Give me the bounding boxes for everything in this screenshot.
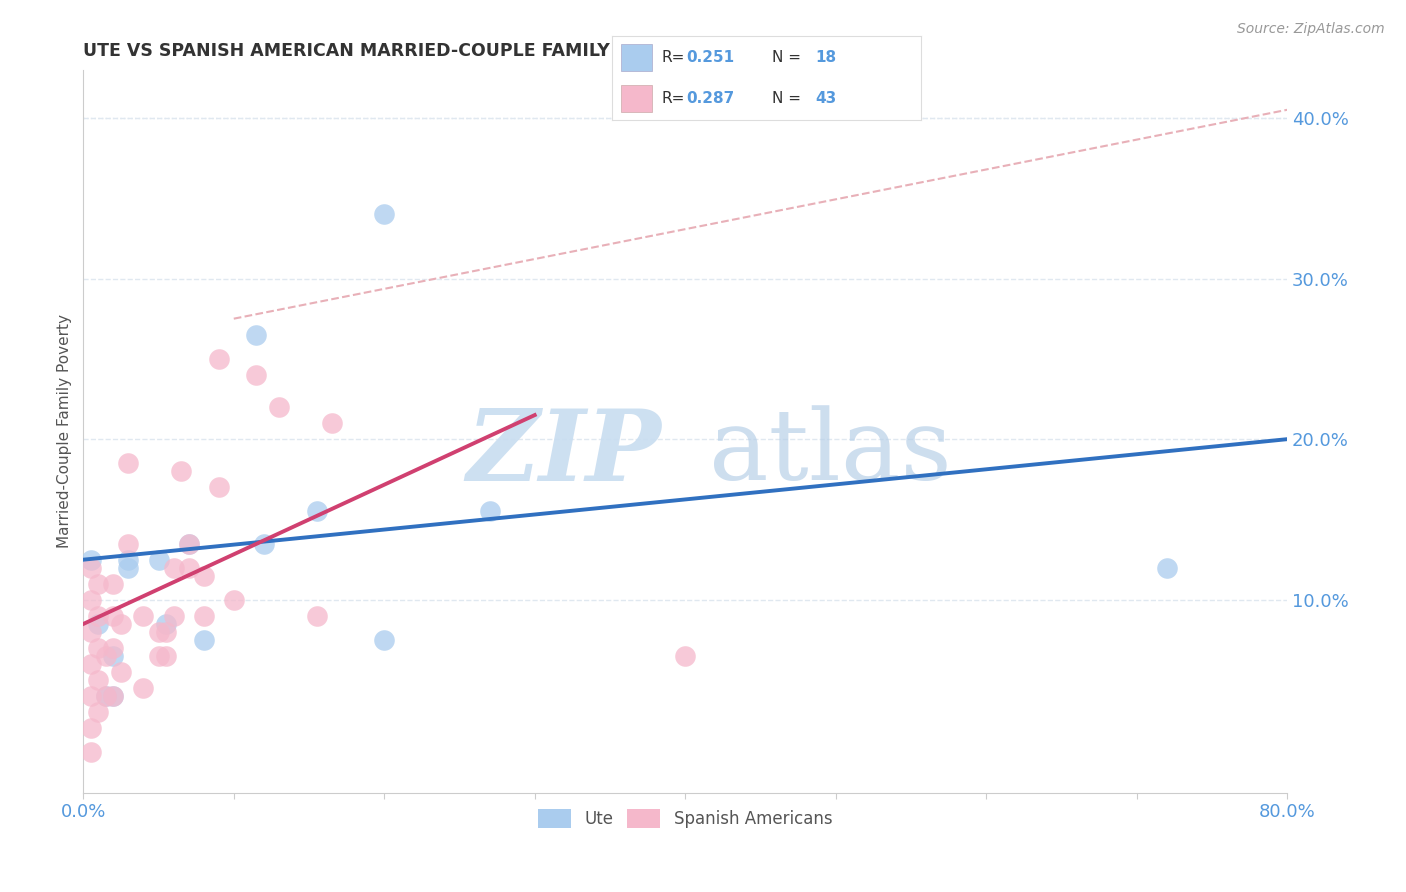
Text: Source: ZipAtlas.com: Source: ZipAtlas.com — [1237, 22, 1385, 37]
Point — [373, 207, 395, 221]
Point — [87, 576, 110, 591]
Bar — [621, 85, 652, 112]
Text: UTE VS SPANISH AMERICAN MARRIED-COUPLE FAMILY POVERTY CORRELATION CHART: UTE VS SPANISH AMERICAN MARRIED-COUPLE F… — [83, 42, 921, 60]
Point — [193, 633, 215, 648]
Point — [245, 327, 267, 342]
Point — [155, 649, 177, 664]
Point — [80, 722, 103, 736]
Point — [103, 690, 125, 704]
Point — [117, 456, 139, 470]
Point — [177, 536, 200, 550]
Point — [87, 641, 110, 656]
Point — [193, 568, 215, 582]
Point — [478, 504, 501, 518]
Point — [87, 616, 110, 631]
Point — [80, 690, 103, 704]
Point — [103, 690, 125, 704]
Point — [222, 592, 245, 607]
Point — [673, 649, 696, 664]
Text: R=: R= — [661, 50, 685, 65]
Point — [87, 608, 110, 623]
Point — [132, 681, 155, 696]
Point — [80, 657, 103, 672]
Text: 0.251: 0.251 — [686, 50, 734, 65]
Point — [245, 368, 267, 382]
Point — [162, 608, 184, 623]
Point — [177, 536, 200, 550]
Point — [177, 560, 200, 574]
Point — [117, 552, 139, 566]
Bar — [621, 44, 652, 71]
Point — [87, 673, 110, 688]
Point — [155, 616, 177, 631]
Point — [170, 464, 193, 478]
Point — [110, 665, 132, 680]
Point — [103, 608, 125, 623]
Point — [148, 625, 170, 640]
Point — [103, 576, 125, 591]
Text: R=: R= — [661, 91, 685, 106]
Point — [94, 690, 117, 704]
Point — [80, 560, 103, 574]
Point — [94, 690, 117, 704]
Legend: Ute, Spanish Americans: Ute, Spanish Americans — [531, 802, 839, 835]
Point — [80, 552, 103, 566]
Text: ZIP: ZIP — [467, 405, 661, 501]
Point — [80, 746, 103, 760]
Point — [80, 592, 103, 607]
Text: 0.287: 0.287 — [686, 91, 734, 106]
Text: atlas: atlas — [709, 405, 952, 500]
Text: N =: N = — [772, 50, 801, 65]
Text: 18: 18 — [815, 50, 837, 65]
Point — [305, 504, 328, 518]
Point — [208, 351, 231, 366]
Point — [148, 649, 170, 664]
Point — [305, 608, 328, 623]
Y-axis label: Married-Couple Family Poverty: Married-Couple Family Poverty — [58, 314, 72, 549]
Point — [253, 536, 276, 550]
Point — [321, 416, 343, 430]
Point — [208, 480, 231, 494]
Point — [103, 649, 125, 664]
Point — [110, 616, 132, 631]
Text: 43: 43 — [815, 91, 837, 106]
Point — [1156, 560, 1178, 574]
Point — [162, 560, 184, 574]
Point — [94, 649, 117, 664]
Point — [373, 633, 395, 648]
Point — [117, 560, 139, 574]
Point — [103, 641, 125, 656]
Point — [193, 608, 215, 623]
Point — [267, 400, 290, 414]
Point — [87, 706, 110, 720]
Point — [80, 625, 103, 640]
Point — [117, 536, 139, 550]
Point — [148, 552, 170, 566]
Point — [155, 625, 177, 640]
Point — [132, 608, 155, 623]
Text: N =: N = — [772, 91, 801, 106]
